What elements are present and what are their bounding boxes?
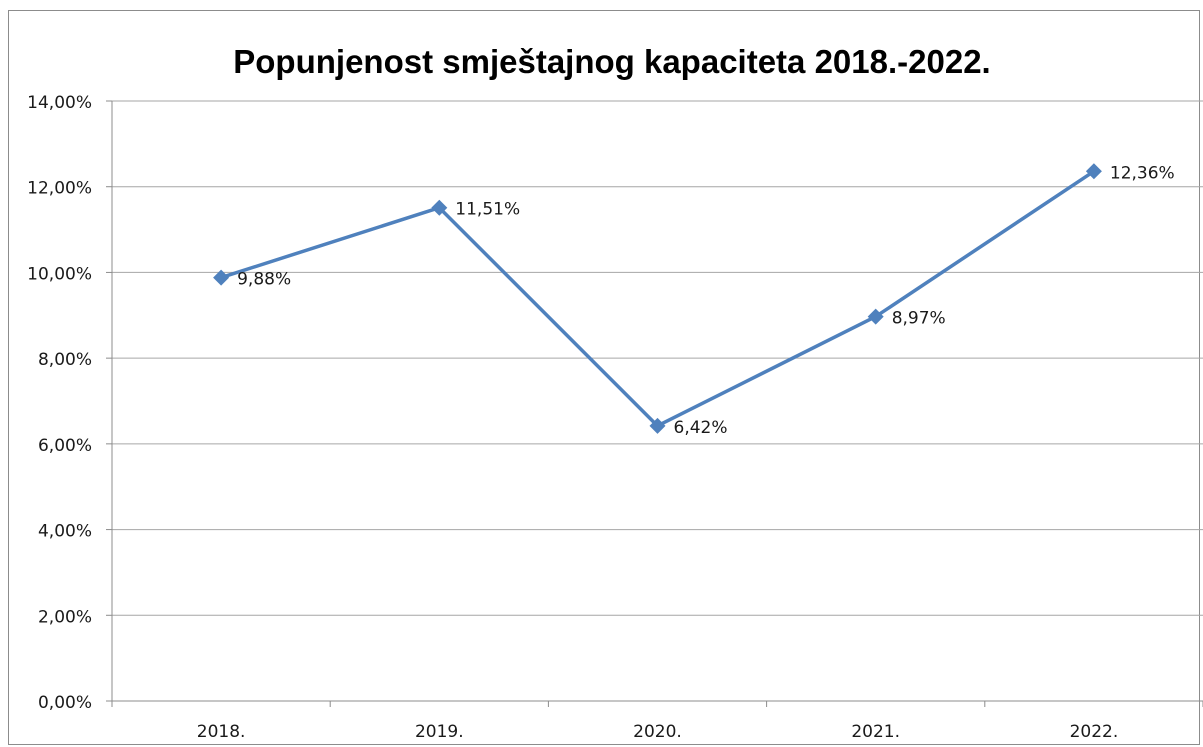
data-label: 12,36% [1110, 163, 1175, 183]
data-label: 11,51% [455, 200, 520, 220]
y-tick-label: 0,00% [38, 693, 92, 713]
x-tick-label: 2021. [851, 722, 900, 742]
axes: 0,00% 2,00% 4,00% 6,00% 8,00% 10,00% 12,00% 14,… [27, 93, 1203, 742]
x-tick-label: 2019. [415, 722, 464, 742]
y-tick-label: 6,00% [38, 436, 92, 456]
data-point-marker [867, 308, 884, 325]
y-tick-label: 14,00% [27, 93, 92, 113]
data-point-marker [1085, 163, 1102, 180]
y-tick-label: 10,00% [27, 264, 92, 284]
chart-frame [8, 10, 1200, 745]
data-point-marker [649, 417, 666, 434]
x-tick-label: 2018. [197, 722, 246, 742]
y-tick-label: 12,00% [27, 179, 92, 199]
x-tick-label: 2020. [633, 722, 682, 742]
y-tick-label: 8,00% [38, 350, 92, 370]
series-line-layer [213, 163, 1102, 434]
data-point-marker [213, 269, 230, 286]
y-tick-label: 2,00% [38, 607, 92, 627]
data-label: 8,97% [892, 309, 946, 329]
x-tick-label: 2022. [1070, 722, 1119, 742]
chart-title: Popunjenost smještajnog kapaciteta 2018.… [233, 43, 990, 80]
data-labels: 9,88% 11,51% 6,42% 8,97% 12,36% [237, 163, 1175, 438]
data-label: 6,42% [674, 418, 728, 438]
series-line [220, 169, 1095, 428]
gridlines [112, 100, 1203, 616]
y-tick-label: 4,00% [38, 522, 92, 542]
data-label: 9,88% [237, 270, 291, 290]
data-point-marker [431, 199, 448, 216]
